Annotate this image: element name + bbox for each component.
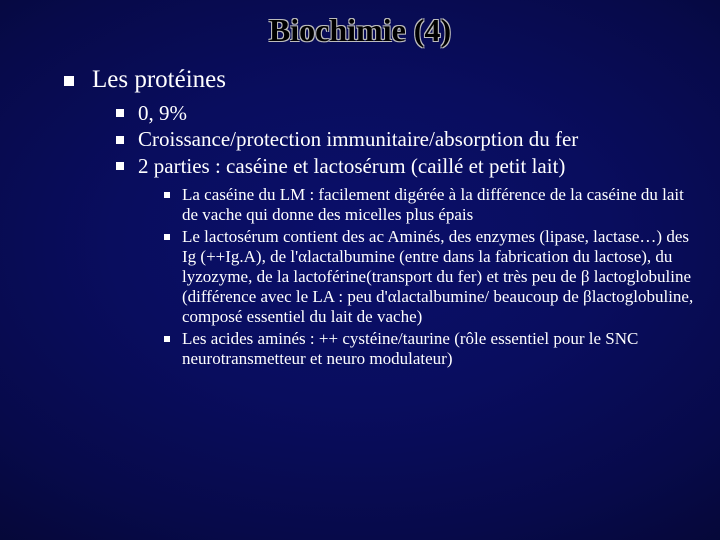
slide-title: Biochimie (4): [0, 0, 720, 49]
list-item: La caséine du LM : facilement digérée à …: [164, 185, 720, 225]
list-item: Le lactosérum contient des ac Aminés, de…: [164, 227, 720, 327]
square-bullet-icon: [164, 192, 170, 198]
list-item-text: 0, 9%: [138, 101, 187, 125]
list-item-text: Les protéines: [92, 66, 226, 93]
square-bullet-icon: [64, 76, 74, 86]
list-item: Croissance/protection immunitaire/absorp…: [116, 127, 720, 152]
list-item-text: 2 parties : caséine et lactosérum (caill…: [138, 154, 565, 178]
square-bullet-icon: [116, 136, 124, 144]
bullet-list-level-1: Les protéines 0, 9% Croissance/protectio…: [0, 65, 720, 369]
list-item: 0, 9%: [116, 101, 720, 126]
square-bullet-icon: [116, 109, 124, 117]
list-item: 2 parties : caséine et lactosérum (caill…: [116, 154, 720, 369]
square-bullet-icon: [164, 336, 170, 342]
list-item: Les acides aminés : ++ cystéine/taurine …: [164, 329, 720, 369]
list-item-text: Croissance/protection immunitaire/absorp…: [138, 127, 578, 151]
bullet-list-level-2: 0, 9% Croissance/protection immunitaire/…: [92, 101, 720, 370]
bullet-list-level-3: La caséine du LM : facilement digérée à …: [138, 185, 720, 369]
list-item-text: La caséine du LM : facilement digérée à …: [182, 185, 684, 224]
square-bullet-icon: [164, 234, 170, 240]
list-item: Les protéines 0, 9% Croissance/protectio…: [64, 65, 720, 369]
list-item-text: Le lactosérum contient des ac Aminés, de…: [182, 227, 693, 326]
list-item-text: Les acides aminés : ++ cystéine/taurine …: [182, 329, 638, 368]
square-bullet-icon: [116, 162, 124, 170]
